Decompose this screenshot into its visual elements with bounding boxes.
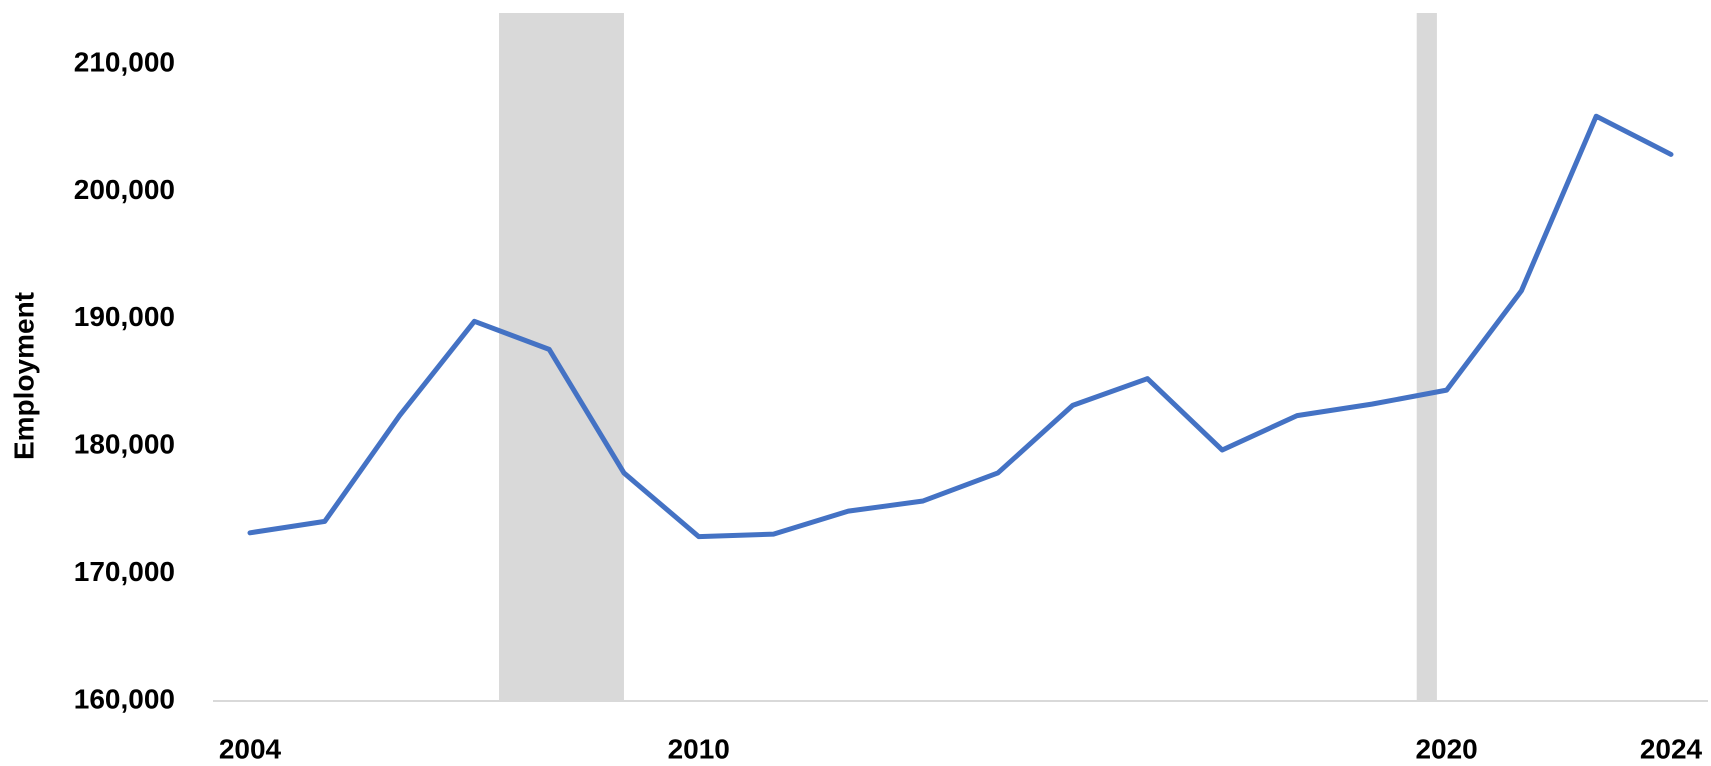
x-tick-label: 2020 bbox=[1415, 733, 1477, 764]
y-tick-label: 160,000 bbox=[74, 683, 175, 714]
y-axis-title: Employment bbox=[8, 292, 39, 460]
x-tick-label: 2010 bbox=[668, 733, 730, 764]
y-tick-label: 170,000 bbox=[74, 556, 175, 587]
x-tick-label: 2004 bbox=[219, 733, 282, 764]
y-tick-label: 180,000 bbox=[74, 429, 175, 460]
y-tick-label: 190,000 bbox=[74, 301, 175, 332]
y-tick-label: 210,000 bbox=[74, 46, 175, 77]
line-series bbox=[247, 113, 1674, 540]
recession-band bbox=[499, 13, 624, 701]
recession-band bbox=[1416, 13, 1437, 701]
y-tick-label: 200,000 bbox=[74, 174, 175, 205]
x-tick-label: 2024 bbox=[1640, 733, 1703, 764]
